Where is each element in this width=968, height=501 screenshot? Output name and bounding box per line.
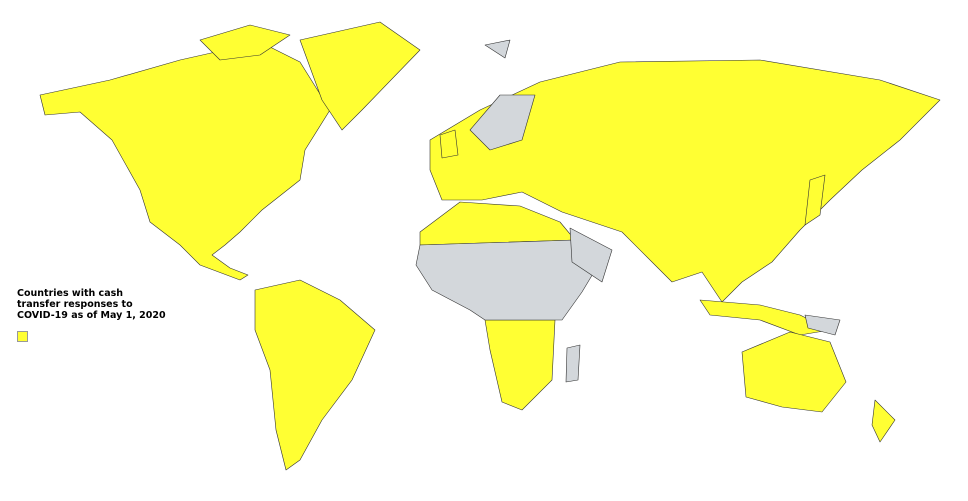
- north-america: [39, 41, 331, 281]
- australia: [741, 331, 847, 413]
- british-isles: [439, 129, 459, 159]
- arabian-peninsula: [569, 227, 613, 283]
- scandinavia: [469, 94, 536, 151]
- map-legend: Countries with cash transfer responses t…: [17, 288, 167, 342]
- africa-south: [484, 319, 556, 411]
- new-zealand: [871, 399, 896, 443]
- indonesia: [699, 299, 831, 336]
- japan: [804, 174, 826, 226]
- arctic-islands: [199, 24, 291, 61]
- greenland: [299, 21, 421, 131]
- new-guinea: [804, 314, 841, 336]
- eurasia: [429, 59, 941, 303]
- africa-north: [419, 201, 576, 246]
- svalbard: [484, 39, 511, 59]
- madagascar: [565, 344, 581, 383]
- legend-title: Countries with cash transfer responses t…: [17, 288, 166, 321]
- legend-swatch-yellow: [17, 331, 28, 342]
- south-america: [254, 279, 376, 471]
